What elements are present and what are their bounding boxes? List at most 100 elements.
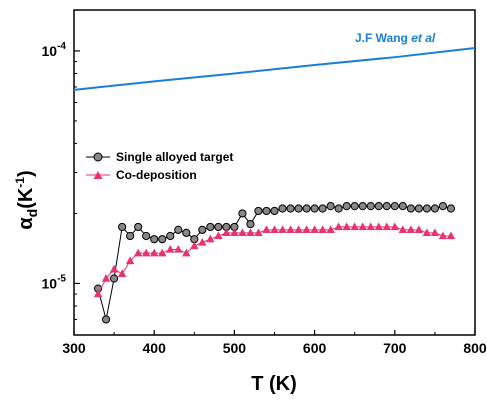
data-point [382,202,391,211]
data-point [438,231,448,240]
legend-marker-single [93,152,103,162]
data-point [422,204,431,213]
data-point [166,244,175,253]
data-point [118,222,127,232]
data-point [125,256,135,265]
data-point [142,231,151,241]
legend-label-single: Single alloyed target [116,150,233,164]
data-point [110,274,119,283]
data-point [310,204,319,213]
data-point [398,202,407,211]
data-point [414,204,423,213]
data-point [294,225,303,234]
data-point [302,204,311,213]
data-point [109,264,119,273]
data-point [358,222,367,231]
data-point [286,204,295,213]
x-tick-label: 300 [62,340,86,356]
data-point [350,222,359,231]
data-point [254,206,263,216]
legend-label-codep: Co-deposition [116,168,197,182]
data-point [342,222,351,231]
data-point [150,248,159,257]
data-point [198,237,207,246]
series-layer [73,46,476,324]
data-point [230,228,239,237]
data-point [270,225,279,234]
data-point [222,228,231,237]
data-point [93,289,103,298]
y-tick-label: 10-4 [42,41,67,59]
series-line-0 [97,205,452,320]
data-point [406,225,416,234]
data-point [134,222,143,232]
data-point [350,202,359,211]
data-point [366,222,375,231]
y-tick-label: 10-5 [42,273,67,291]
data-point [166,231,175,241]
series-line-2 [73,46,476,91]
data-point [342,202,351,211]
data-point [262,225,271,234]
y-axis-title: αd(K-1) [13,170,40,229]
data-point [174,244,183,253]
data-point [246,219,255,229]
data-point [126,231,135,241]
x-axis-title: T (K) [251,373,297,395]
data-point [214,222,223,232]
data-point [302,225,311,234]
data-point [278,204,287,213]
data-point [422,228,432,237]
data-point [206,222,215,232]
data-point [358,202,367,211]
x-tick-label: 600 [303,340,327,356]
data-point [318,225,327,234]
data-point [366,202,375,211]
data-point [446,231,456,240]
data-point [278,225,287,234]
x-tick-label: 500 [223,340,247,356]
data-point [310,225,319,234]
data-point [326,225,335,234]
data-point [414,225,424,234]
data-point [150,235,159,244]
data-point [334,222,343,231]
data-point [238,209,247,218]
data-point [117,269,127,278]
data-point [430,228,440,237]
data-point [198,225,207,234]
data-point [262,206,271,216]
data-point [238,228,247,237]
y-axis: 10-5 10-4 [42,41,80,336]
data-point [430,204,439,213]
data-point [158,235,167,244]
data-point [206,234,215,243]
data-point [101,273,111,282]
x-tick-label: 700 [383,340,407,356]
data-point [141,248,151,257]
data-point [270,206,279,216]
legend-marker-codep [93,171,103,179]
data-point [406,204,415,213]
data-point [158,248,167,257]
data-point [446,204,456,213]
x-tick-label: 800 [463,340,487,356]
data-point [254,228,263,237]
x-axis: 300 400 500 600 700 800 [62,330,487,356]
data-point [133,248,143,257]
data-point [390,202,399,211]
x-tick-label: 400 [143,340,167,356]
data-point [286,225,295,234]
data-point [101,315,111,324]
data-point [174,225,183,234]
data-point [318,204,327,213]
data-point [214,231,223,240]
data-point [190,241,199,250]
data-point [182,228,191,237]
data-point [374,202,383,211]
data-point [182,248,191,257]
data-point [390,222,399,231]
reference-annotation: J.F Wang et al [355,31,436,45]
data-point [382,222,391,231]
